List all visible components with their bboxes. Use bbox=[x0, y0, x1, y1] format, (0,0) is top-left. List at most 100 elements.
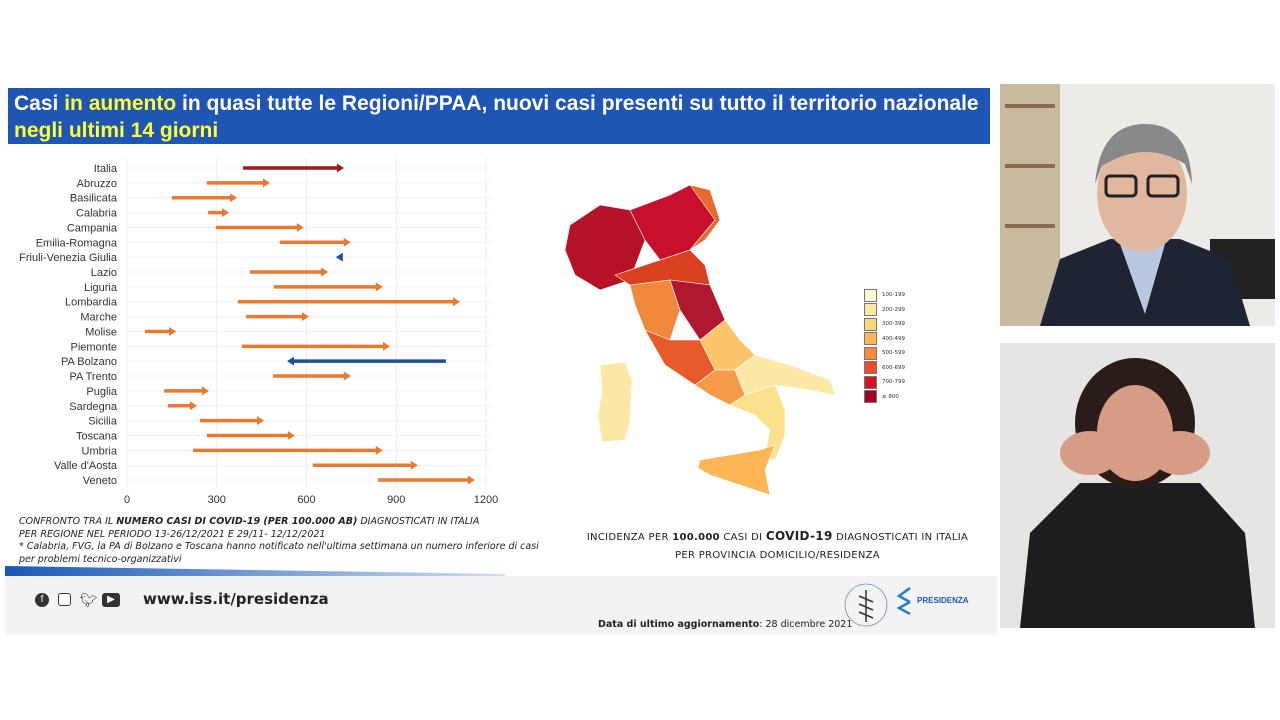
map-region-basilicata-calabria bbox=[729, 384, 786, 461]
twitter-icon[interactable]: 🐦︎ bbox=[80, 592, 98, 608]
x-tick-label: 600 bbox=[297, 494, 315, 506]
y-category-label: Sardegna bbox=[69, 401, 118, 413]
arrow-head-piemonte bbox=[382, 341, 390, 351]
y-category-label: PA Bolzano bbox=[61, 356, 117, 368]
title-text: Casi bbox=[14, 92, 65, 115]
map-region-sardinia bbox=[597, 361, 633, 443]
legend-swatch bbox=[864, 375, 877, 389]
y-category-label: Abruzzo bbox=[77, 178, 117, 190]
presidenza-logo-icon bbox=[896, 586, 911, 616]
x-tick-label: 900 bbox=[387, 494, 405, 506]
slide bbox=[5, 85, 997, 635]
website-link[interactable]: www.iss.it/presidenza bbox=[143, 590, 329, 608]
instagram-icon[interactable] bbox=[58, 593, 71, 606]
x-tick-label: 1200 bbox=[474, 494, 498, 506]
arrow-head-calabria bbox=[222, 208, 230, 218]
y-category-label: Molise bbox=[85, 326, 117, 338]
updated-value: : 28 dicembre 2021 bbox=[759, 619, 853, 630]
y-category-label: Puglia bbox=[86, 386, 117, 398]
y-category-label: Campania bbox=[67, 222, 118, 234]
arrow-head-molise bbox=[169, 326, 177, 336]
map-legend: 100-199 200-299 300-399 400-499 500-599 600-6… bbox=[864, 288, 905, 404]
legend-swatch bbox=[864, 303, 877, 317]
arrow-head-lombardia bbox=[452, 297, 460, 307]
legend-swatch bbox=[864, 332, 877, 346]
legend-label: 300-399 bbox=[882, 321, 905, 328]
legend-label: ≥ 800 bbox=[882, 393, 899, 400]
arrow-head-umbria bbox=[375, 445, 383, 455]
arrow-head-valle-d-aosta bbox=[410, 460, 418, 470]
legend-swatch bbox=[864, 361, 877, 375]
y-category-label: Lazio bbox=[91, 267, 117, 279]
y-category-label: Valle d'Aosta bbox=[54, 460, 118, 472]
y-category-label: Friuli-Venezia Giulia bbox=[19, 252, 118, 264]
updated-label: Data di ultimo aggiornamento bbox=[598, 619, 760, 630]
legend-label: 400-499 bbox=[882, 335, 905, 342]
youtube-icon[interactable]: ▶ bbox=[102, 593, 120, 607]
title-highlight: negli ultimi 14 giorni bbox=[14, 119, 219, 142]
legend-label: 200-299 bbox=[882, 306, 905, 313]
arrow-head-liguria bbox=[375, 282, 383, 292]
map-caption-text: INCIDENZA PER bbox=[586, 532, 673, 543]
map-caption-text: DIAGNOSTICATI IN ITALIA bbox=[832, 532, 969, 543]
caption-bold: NUMERO CASI DI COVID-19 (PER 100.000 AB) bbox=[116, 516, 358, 527]
arrow-head-lazio bbox=[321, 267, 329, 277]
presidenza-label: PRESIDENZA bbox=[917, 596, 969, 605]
map-region-puglia bbox=[734, 354, 836, 396]
y-category-label: Lombardia bbox=[65, 297, 118, 309]
arrow-head-friuli-venezia-giulia bbox=[335, 252, 343, 262]
legend-item: 700-799 bbox=[864, 375, 905, 390]
chart-caption: CONFRONTO TRA IL NUMERO CASI DI COVID-19… bbox=[19, 516, 539, 566]
arrow-head-toscana bbox=[287, 430, 295, 440]
y-category-label: Piemonte bbox=[71, 341, 117, 353]
video-feed-sign-interpreter bbox=[1000, 343, 1275, 628]
map-region-sicily bbox=[697, 444, 776, 496]
arrow-head-puglia bbox=[201, 386, 209, 396]
y-category-label: Umbria bbox=[82, 445, 118, 457]
arrow-head-pa-trento bbox=[343, 371, 351, 381]
y-category-label: Liguria bbox=[84, 282, 118, 294]
arrow-head-campania bbox=[296, 222, 304, 232]
legend-item: 400-499 bbox=[864, 332, 905, 347]
arrow-head-basilicata bbox=[230, 193, 238, 203]
last-updated: Data di ultimo aggiornamento: 28 dicembr… bbox=[598, 619, 852, 630]
legend-label: 700-799 bbox=[882, 379, 905, 386]
arrow-head-abruzzo bbox=[263, 178, 271, 188]
arrow-head-italia bbox=[336, 163, 344, 173]
legend-label: 600-699 bbox=[882, 364, 905, 371]
caption-text: PER REGIONE NEL PERIODO 13-26/12/2021 E … bbox=[19, 528, 326, 540]
video-feed-speaker bbox=[1000, 84, 1275, 326]
legend-swatch bbox=[864, 288, 877, 302]
y-category-label: Toscana bbox=[76, 430, 118, 442]
arrow-head-sardegna bbox=[190, 401, 198, 411]
slide-footer bbox=[5, 576, 997, 635]
y-category-label: Sicilia bbox=[88, 416, 118, 428]
title-highlight: in aumento bbox=[64, 92, 177, 115]
arrow-head-sicilia bbox=[257, 416, 265, 426]
chart-footnote: * Calabria, FVG, la PA di Bolzano e Tosc… bbox=[19, 541, 539, 565]
legend-swatch bbox=[864, 317, 877, 331]
arrow-head-marche bbox=[301, 312, 309, 322]
x-tick-label: 300 bbox=[208, 494, 226, 506]
y-category-label: Italia bbox=[94, 163, 118, 175]
region-arrow-chart: 0 300 600 900 1200 Italia Abruzzo Basilicata Cal… bbox=[19, 158, 498, 506]
y-category-label: Calabria bbox=[76, 208, 118, 220]
x-tick-label: 0 bbox=[124, 494, 130, 506]
legend-label: 100-199 bbox=[882, 292, 905, 299]
arrow-head-veneto bbox=[467, 475, 475, 485]
y-category-label: Basilicata bbox=[70, 193, 118, 205]
map-caption: INCIDENZA PER 100.000 CASI DI COVID-19 D… bbox=[585, 527, 970, 565]
legend-item: 300-399 bbox=[864, 317, 905, 332]
legend-item: 600-699 bbox=[864, 361, 905, 376]
y-category-label: Marche bbox=[80, 312, 117, 324]
map-caption-bold: 100.000 bbox=[672, 532, 720, 543]
facebook-icon[interactable]: f bbox=[35, 593, 49, 607]
legend-item: ≥ 800 bbox=[864, 390, 905, 405]
title-text: in quasi tutte le Regioni/PPAA, nuovi ca… bbox=[176, 92, 979, 115]
caption-text: DIAGNOSTICATI IN ITALIA bbox=[357, 516, 480, 527]
slide-title: Casi in aumento in quasi tutte le Region… bbox=[8, 88, 990, 144]
legend-item: 100-199 bbox=[864, 288, 905, 303]
map-caption-text: PER PROVINCIA DOMICILIO/RESIDENZA bbox=[675, 550, 880, 561]
caption-text: CONFRONTO TRA IL bbox=[19, 516, 117, 527]
y-category-label: PA Trento bbox=[70, 371, 118, 383]
